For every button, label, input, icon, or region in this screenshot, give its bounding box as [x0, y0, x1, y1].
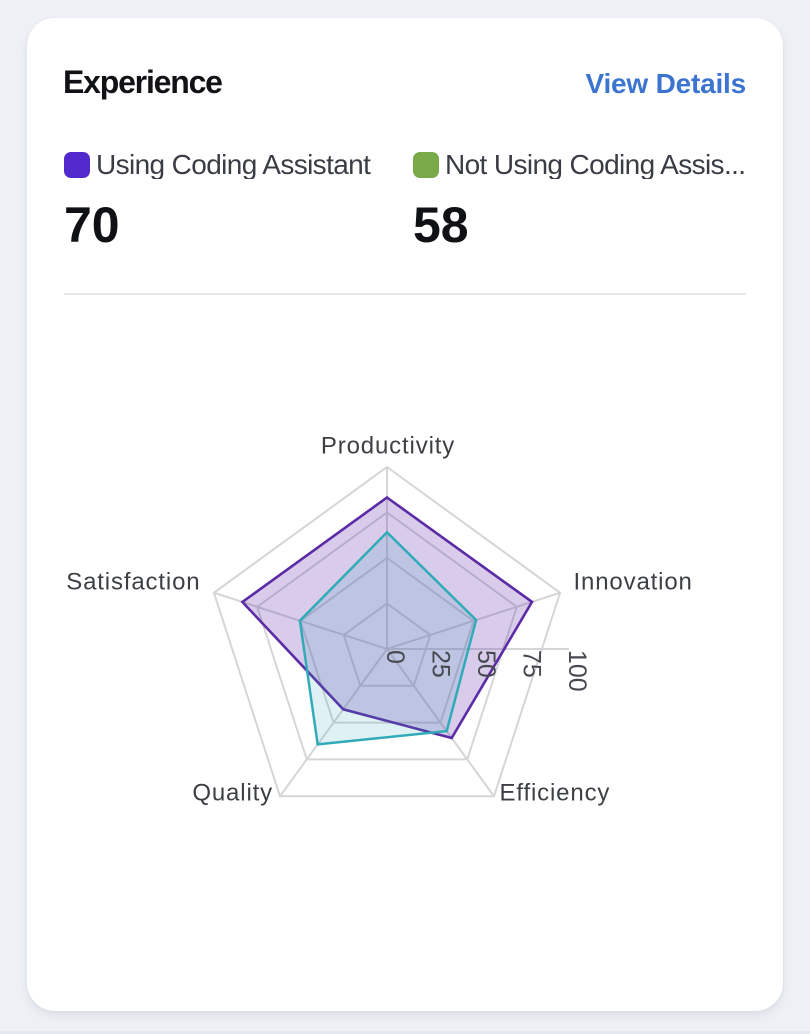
- svg-text:Innovation: Innovation: [574, 569, 693, 596]
- svg-text:Efficiency: Efficiency: [500, 780, 611, 807]
- svg-text:Productivity: Productivity: [321, 432, 455, 459]
- svg-text:Satisfaction: Satisfaction: [66, 569, 200, 596]
- svg-text:Quality: Quality: [192, 780, 273, 807]
- svg-text:75: 75: [518, 650, 546, 678]
- svg-text:100: 100: [563, 650, 591, 692]
- svg-text:25: 25: [427, 650, 455, 678]
- svg-text:0: 0: [381, 650, 409, 664]
- svg-text:50: 50: [472, 650, 500, 678]
